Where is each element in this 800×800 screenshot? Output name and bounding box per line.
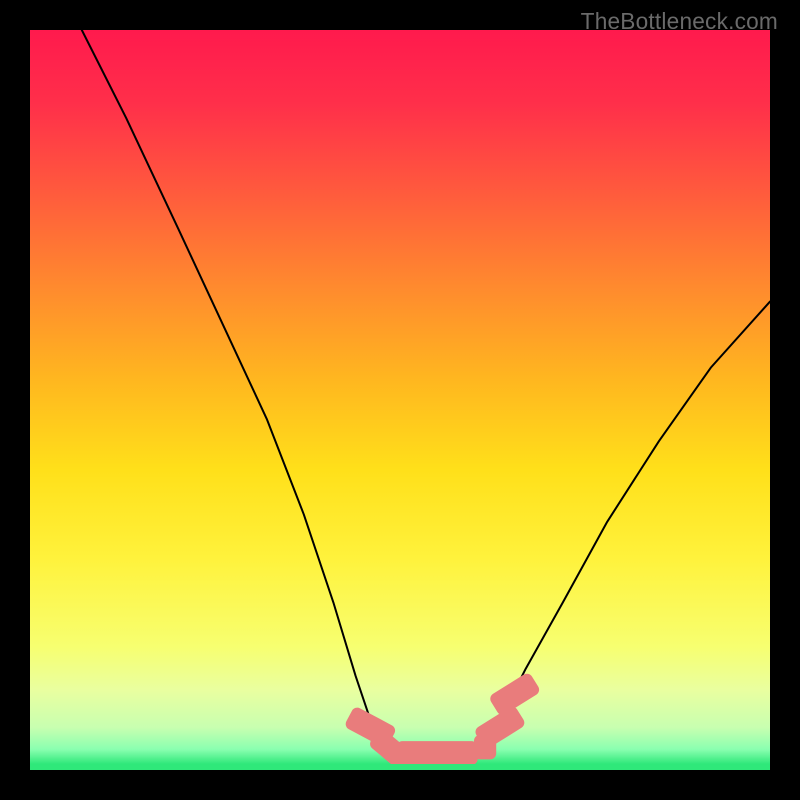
bottom-green-strip xyxy=(30,764,770,770)
marker-lozenge xyxy=(396,741,477,765)
chart-root: TheBottleneck.com xyxy=(0,0,800,800)
watermark-text: TheBottleneck.com xyxy=(581,8,778,35)
chart-svg xyxy=(0,0,800,800)
chart-background xyxy=(30,30,770,764)
